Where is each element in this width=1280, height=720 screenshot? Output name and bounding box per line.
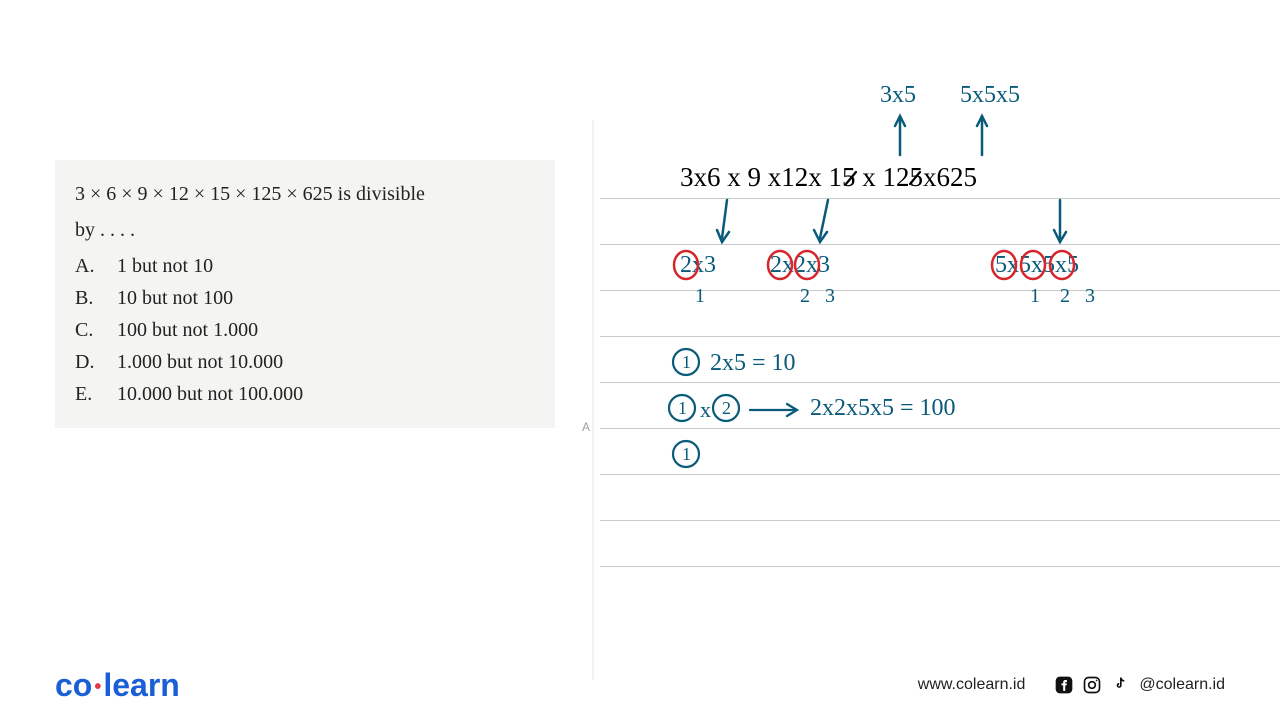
notebook-rule: [600, 428, 1280, 429]
option-letter: C.: [75, 314, 99, 346]
hand-factor-625: 5x5x5x5: [995, 252, 1079, 279]
facebook-icon: [1053, 674, 1075, 696]
hand-calc2-left: 1: [678, 398, 687, 419]
hand-calc2-mid: 2: [722, 398, 731, 419]
question-panel: 3 × 6 × 9 × 12 × 15 × 125 × 625 is divis…: [55, 160, 555, 428]
instagram-icon: [1081, 674, 1103, 696]
hand-under-625-2: 2: [1060, 285, 1070, 308]
option-d: D. 1.000 but not 10.000: [75, 346, 535, 378]
hand-factor-6: 2x3: [680, 252, 716, 279]
option-letter: D.: [75, 346, 99, 378]
question-line-2: by . . . .: [75, 214, 535, 246]
hand-calc1: 2x5 = 10: [710, 350, 796, 377]
option-text: 100 but not 1.000: [117, 314, 258, 346]
option-a: A. 1 but not 10: [75, 250, 535, 282]
tiktok-icon: [1109, 674, 1131, 696]
hand-under-12-3: 3: [825, 285, 835, 308]
option-text: 10 but not 100: [117, 282, 233, 314]
option-letter: E.: [75, 378, 99, 410]
handwriting-overlay: [600, 60, 1280, 620]
hand-main-product: 3x6 x 9 x12x 15 x 125x625: [680, 162, 977, 193]
hand-calc1-circle-num: 1: [682, 352, 691, 373]
hand-factor-15: 3x5: [880, 82, 916, 109]
notebook-rule: [600, 382, 1280, 383]
footer-handle: @colearn.id: [1139, 676, 1225, 694]
hand-factor-125: 5x5x5: [960, 82, 1020, 109]
option-e: E. 10.000 but not 100.000: [75, 378, 535, 410]
paper-edge: [592, 120, 595, 680]
hand-calc2-times: x: [700, 397, 711, 423]
hand-under-12-2: 2: [800, 285, 810, 308]
brand-learn: learn: [103, 667, 179, 703]
footer-website: www.colearn.id: [918, 676, 1026, 694]
footer: co•learn www.colearn.id @colearn.id: [0, 650, 1280, 720]
hand-calc3-circle-num: 1: [682, 444, 691, 465]
notebook-rule: [600, 474, 1280, 475]
footer-social: @colearn.id: [1053, 674, 1225, 696]
hand-under-625-1: 1: [1030, 285, 1040, 308]
notebook-rule: [600, 566, 1280, 567]
option-c: C. 100 but not 1.000: [75, 314, 535, 346]
notebook-rule: [600, 244, 1280, 245]
notebook-rule: [600, 198, 1280, 199]
brand-logo: co•learn: [55, 667, 180, 704]
option-b: B. 10 but not 100: [75, 282, 535, 314]
hand-factor-12: 2x2x3: [770, 252, 830, 279]
notebook-area: 3x5 5x5x5 3x6 x 9 x12x 15 x 125x625 2x3 …: [600, 60, 1280, 620]
notebook-rule: [600, 520, 1280, 521]
hand-under-6: 1: [695, 285, 705, 308]
page-edge-letter: A: [582, 420, 590, 434]
question-line-1: 3 × 6 × 9 × 12 × 15 × 125 × 625 is divis…: [75, 178, 535, 210]
option-letter: B.: [75, 282, 99, 314]
hand-calc2-result: 2x2x5x5 = 100: [810, 395, 956, 422]
option-text: 10.000 but not 100.000: [117, 378, 303, 410]
brand-dot-icon: •: [92, 676, 103, 698]
option-letter: A.: [75, 250, 99, 282]
hand-under-625-3: 3: [1085, 285, 1095, 308]
brand-co: co: [55, 667, 92, 703]
option-text: 1 but not 10: [117, 250, 213, 282]
option-text: 1.000 but not 10.000: [117, 346, 283, 378]
notebook-rule: [600, 336, 1280, 337]
